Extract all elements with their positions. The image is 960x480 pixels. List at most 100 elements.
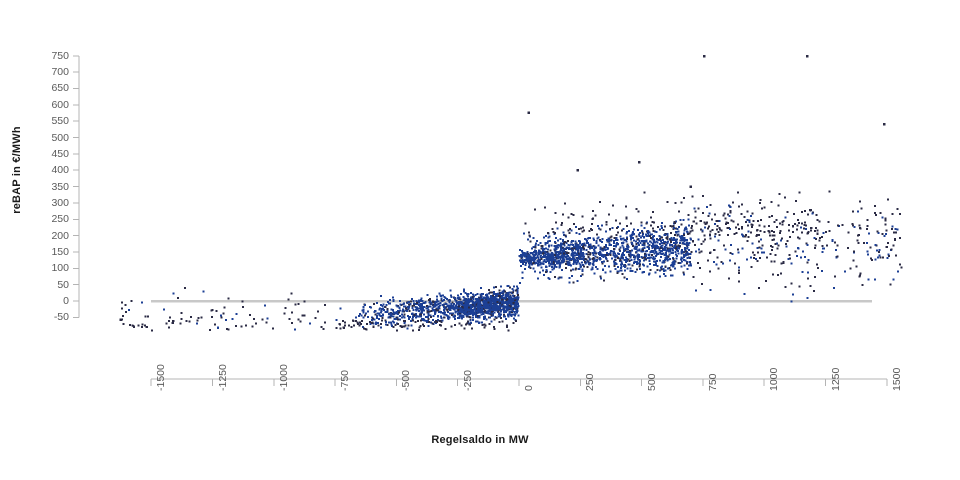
data-point bbox=[660, 227, 663, 230]
y-axis-tick-label: 550 bbox=[51, 115, 69, 128]
data-point bbox=[685, 241, 688, 244]
data-point bbox=[442, 306, 445, 309]
data-point bbox=[460, 303, 463, 306]
data-point bbox=[638, 234, 641, 237]
data-point bbox=[364, 303, 367, 306]
data-point bbox=[667, 267, 670, 270]
data-point bbox=[536, 239, 539, 242]
data-point bbox=[543, 258, 546, 261]
data-point bbox=[387, 301, 390, 304]
data-point bbox=[411, 319, 414, 322]
data-point bbox=[392, 310, 395, 313]
data-point bbox=[673, 220, 676, 223]
data-point bbox=[433, 311, 436, 314]
data-point bbox=[682, 196, 685, 199]
data-point bbox=[384, 319, 387, 322]
data-point bbox=[702, 240, 705, 243]
data-point bbox=[469, 306, 472, 309]
data-point bbox=[420, 313, 423, 316]
data-point bbox=[716, 256, 719, 259]
data-point bbox=[560, 256, 563, 259]
data-point bbox=[709, 237, 712, 240]
data-point bbox=[881, 216, 884, 219]
data-point bbox=[506, 324, 509, 327]
data-point bbox=[797, 236, 800, 239]
data-point bbox=[500, 317, 503, 320]
data-point bbox=[537, 243, 540, 246]
data-point bbox=[466, 303, 469, 306]
data-point bbox=[454, 297, 457, 300]
data-point bbox=[555, 252, 558, 255]
data-point bbox=[540, 247, 543, 250]
data-point bbox=[778, 193, 781, 196]
data-point bbox=[712, 261, 715, 264]
data-point bbox=[505, 310, 508, 313]
data-point bbox=[568, 258, 571, 261]
data-point bbox=[541, 252, 544, 255]
data-point bbox=[360, 323, 363, 326]
y-axis-title: reBAP in €/MWh bbox=[11, 126, 23, 214]
data-point bbox=[603, 254, 606, 257]
data-point bbox=[671, 247, 674, 250]
data-point bbox=[548, 264, 551, 267]
data-point bbox=[579, 227, 582, 230]
data-point bbox=[666, 200, 669, 203]
data-point bbox=[385, 320, 388, 323]
data-point bbox=[544, 260, 547, 263]
data-point bbox=[657, 245, 660, 248]
data-point bbox=[619, 269, 622, 272]
data-point bbox=[640, 224, 643, 227]
data-point bbox=[554, 212, 557, 215]
data-point bbox=[637, 238, 640, 241]
data-point bbox=[323, 321, 326, 324]
y-axis-tick-label: 150 bbox=[51, 245, 69, 258]
data-point bbox=[676, 238, 679, 241]
data-point bbox=[643, 259, 646, 262]
data-point bbox=[629, 267, 632, 270]
data-point bbox=[572, 262, 575, 265]
data-point bbox=[420, 303, 423, 306]
data-point bbox=[423, 313, 426, 316]
data-point bbox=[495, 294, 498, 297]
data-point bbox=[407, 324, 410, 327]
data-point bbox=[498, 300, 501, 303]
data-point bbox=[478, 309, 481, 311]
data-point bbox=[493, 318, 496, 321]
data-point bbox=[562, 247, 565, 250]
data-point bbox=[445, 314, 448, 317]
data-point bbox=[444, 296, 447, 299]
data-point bbox=[124, 304, 127, 307]
data-point bbox=[782, 260, 785, 263]
data-point bbox=[539, 254, 542, 257]
data-point bbox=[491, 291, 494, 294]
data-point bbox=[406, 309, 409, 312]
data-point bbox=[660, 244, 663, 247]
data-point bbox=[467, 313, 470, 316]
data-point bbox=[557, 239, 560, 242]
data-point bbox=[571, 244, 574, 247]
data-point bbox=[415, 316, 418, 319]
data-point bbox=[553, 245, 556, 248]
data-point bbox=[676, 234, 679, 237]
data-point bbox=[526, 258, 529, 261]
data-point bbox=[884, 223, 887, 226]
data-point bbox=[515, 297, 518, 300]
data-point bbox=[729, 227, 732, 230]
data-point bbox=[651, 238, 654, 241]
data-point bbox=[474, 303, 477, 306]
data-point bbox=[780, 272, 783, 275]
data-point bbox=[679, 261, 682, 264]
data-point bbox=[779, 222, 782, 225]
data-point bbox=[444, 307, 447, 310]
data-point bbox=[893, 239, 896, 242]
data-point bbox=[756, 219, 759, 222]
data-point bbox=[555, 260, 558, 263]
data-point bbox=[564, 234, 567, 237]
data-point bbox=[437, 311, 440, 314]
data-point bbox=[570, 257, 573, 260]
data-point bbox=[557, 250, 560, 253]
data-point bbox=[556, 253, 559, 256]
data-point bbox=[216, 327, 219, 330]
data-point bbox=[449, 307, 452, 310]
data-point bbox=[467, 320, 470, 323]
